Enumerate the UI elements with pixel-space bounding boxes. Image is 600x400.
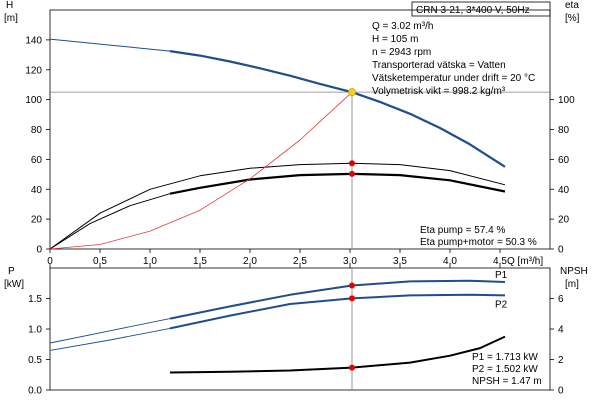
p2-value-label: P2 = 1.502 kW (472, 364, 538, 375)
y-tick-label: 0.0 (28, 386, 42, 397)
x-tick-label: 0 (47, 256, 53, 267)
y-tick-label: 60 (31, 155, 43, 166)
head-curve (169, 50, 506, 168)
x-tick-label: 4.0 (443, 256, 457, 267)
p1-marker (349, 282, 355, 289)
y2-tick-label: 60 (558, 155, 570, 166)
x-tick-label: 1.0 (143, 256, 157, 267)
y2-tick-label: 20 (558, 215, 570, 226)
y2-tick-label: 80 (558, 125, 570, 136)
y-tick-label: 0.5 (28, 355, 42, 366)
x-tick-label: 4.5 (493, 256, 507, 267)
eta-pump-marker (349, 160, 355, 167)
p-axis-title: P (8, 266, 15, 277)
info-line: Vätsketemperatur under drift = 20 °C (372, 73, 535, 84)
info-line: H = 105 m (372, 34, 418, 45)
duty-point-guides (50, 91, 550, 249)
top-axis-titles: H [m] eta [%] Q [m³/h] (4, 0, 580, 267)
top-ticks: 0 0.5 1.0 1.5 2.0 2.5 3.0 3.5 4.0 4.5 0 20 40 60 80 100… (25, 35, 575, 267)
y2-tick-label: 4 (558, 325, 564, 336)
x-tick-label: 1.5 (193, 256, 207, 267)
y2-tick-label: 0 (558, 386, 564, 397)
bottom-panel: 0.0 0.5 1.0 1.5 0 2 4 6 P [kW] NPSH [m] P1 P2 P1 = … (4, 264, 588, 397)
y2-tick-label: 100 (558, 95, 575, 106)
y2-tick-label: 6 (558, 294, 564, 305)
npsh-curve (169, 335, 506, 374)
y2-axis-unit: [%] (565, 13, 580, 24)
y-tick-label: 40 (31, 185, 43, 196)
bottom-ticks: 0.0 0.5 1.0 1.5 0 2 4 6 (28, 264, 564, 397)
top-series (49, 38, 506, 250)
top-panel-frame (49, 9, 551, 250)
p2-curve (169, 293, 506, 330)
power-info: P1 = 1.713 kW P2 = 1.502 kW NPSH = 1.47 … (472, 352, 542, 387)
eta-pump-motor-marker (349, 170, 355, 177)
x-tick-label: 3.5 (393, 256, 407, 267)
y-tick-label: 80 (31, 125, 43, 136)
npsh-marker (349, 364, 355, 371)
y-tick-label: 140 (25, 35, 42, 46)
y-tick-label: 1.5 (28, 294, 42, 305)
y-axis-title: H (6, 0, 13, 11)
p2-curve-extension (49, 327, 171, 351)
bottom-series (49, 279, 506, 374)
p-axis-unit: [kW] (4, 279, 24, 290)
efficiency-info: Eta pump = 57.4 % Eta pump+motor = 50.3 … (420, 225, 537, 248)
title-box: CRN 3-21, 3*400 V, 50Hz (411, 1, 551, 17)
x-axis-title: Q [m³/h] (507, 256, 543, 267)
npsh-axis-title: NPSH (560, 266, 588, 277)
x-tick-label: 0.5 (93, 256, 107, 267)
duty-point-info: Q = 3.02 m³/h H = 105 m n = 2943 rpm Tra… (372, 21, 535, 97)
info-line: Q = 3.02 m³/h (372, 21, 433, 32)
eta-pump-motor-label: Eta pump+motor = 50.3 % (420, 237, 537, 248)
bottom-axis-titles: P [kW] NPSH [m] (4, 266, 588, 290)
head-curve-extension (49, 38, 171, 52)
eta-pump-motor-extension (49, 193, 171, 250)
system-curve (49, 91, 353, 250)
title-frame (411, 1, 551, 17)
info-line: Volymetrisk vikt = 998.2 kg/m³ (372, 86, 506, 97)
eta-pump-label: Eta pump = 57.4 % (420, 225, 505, 236)
y-tick-label: 100 (25, 95, 42, 106)
info-line: Transporterad vätska = Vatten (372, 60, 506, 71)
eta-pump-curve (49, 162, 506, 250)
y-tick-label: 1.0 (28, 325, 42, 336)
y-tick-label: 120 (25, 65, 42, 76)
y2-tick-label: 0 (558, 245, 564, 256)
y2-axis-title: eta (565, 0, 579, 11)
bottom-markers (349, 282, 355, 371)
npsh-axis-unit: [m] (565, 279, 579, 290)
y-tick-label: 20 (31, 215, 43, 226)
npsh-value-label: NPSH = 1.47 m (472, 376, 542, 387)
p2-series-label: P2 (495, 299, 508, 310)
x-tick-label: 2.5 (293, 256, 307, 267)
top-markers (347, 88, 356, 177)
info-line: n = 2943 rpm (372, 47, 431, 58)
series-labels: P1 P2 (495, 270, 508, 310)
y2-tick-label: 2 (558, 355, 564, 366)
x-tick-label: 3.0 (343, 256, 357, 267)
p2-marker (349, 295, 355, 302)
x-tick-label: 2.0 (243, 256, 257, 267)
p1-curve-extension (49, 318, 171, 344)
y-axis-unit: [m] (4, 13, 18, 24)
y-tick-label: 0 (36, 245, 42, 256)
p1-series-label: P1 (495, 270, 508, 281)
eta-pump-motor-curve (169, 172, 506, 195)
y2-tick-label: 40 (558, 185, 570, 196)
chart-title: CRN 3-21, 3*400 V, 50Hz (416, 5, 530, 16)
H-curve-marker (347, 88, 356, 97)
p1-value-label: P1 = 1.713 kW (472, 352, 538, 363)
top-panel: 0 0.5 1.0 1.5 2.0 2.5 3.0 3.5 4.0 4.5 0 20 40 60 80 100… (4, 0, 580, 267)
